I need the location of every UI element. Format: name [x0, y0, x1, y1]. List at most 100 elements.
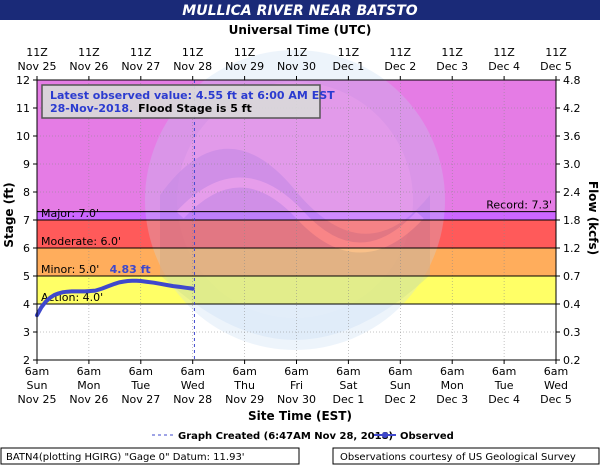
- peak-label: 4.83 ft: [110, 263, 151, 276]
- site-time-tick-hour: 6am: [129, 365, 153, 378]
- site-time-tick-date: Nov 25: [18, 393, 57, 406]
- site-time-tick-day: Tue: [494, 379, 514, 392]
- site-time-tick-date: Nov 30: [277, 393, 316, 406]
- site-time-tick-hour: 6am: [336, 365, 360, 378]
- chart-title: MULLICA RIVER NEAR BATSTO: [182, 3, 417, 19]
- latest-observation-prefix: Latest observed value:: [50, 89, 196, 102]
- flow-tick-label: 0.4: [563, 298, 581, 311]
- latest-observation-date: 28-Nov-2018.: [50, 102, 133, 115]
- site-time-tick-day: Sun: [390, 379, 411, 392]
- flow-axis-ticks: 0.2 0.3 0.4 0.7 1.2 1.8 2.4 3.0 3.6 4.2 4.8: [556, 74, 581, 367]
- stage-axis-title: Stage (ft): [2, 182, 16, 247]
- site-time-tick-hour: 6am: [492, 365, 516, 378]
- utc-tick-hour: 11Z: [286, 46, 308, 59]
- site-time-tick-day: Sat: [339, 379, 358, 392]
- site-time-tick-hour: 6am: [180, 365, 204, 378]
- site-time-tick-day: Sun: [27, 379, 48, 392]
- stage-tick-label: 8: [23, 186, 30, 199]
- stage-tick-label: 7: [23, 214, 30, 227]
- stage-tick-label: 10: [16, 130, 30, 143]
- title-bar: [0, 0, 600, 20]
- latest-observation-box: Latest observed value: 4.55 ft at 6:00 A…: [41, 84, 335, 119]
- utc-tick-date: Nov 30: [277, 60, 316, 73]
- site-time-tick-day: Thu: [233, 379, 255, 392]
- footer-credit: Observations courtesy of US Geological S…: [340, 452, 576, 463]
- record-label: Record: 7.3': [486, 199, 552, 212]
- utc-tick-date: Dec 2: [384, 60, 416, 73]
- site-time-tick-hour: 6am: [232, 365, 256, 378]
- flow-tick-label: 1.2: [563, 242, 581, 255]
- site-time-tick-hour: 6am: [284, 365, 308, 378]
- utc-tick-date: Dec 1: [333, 60, 365, 73]
- footer: BATN4(plotting HGIRG) "Gage 0" Datum: 11…: [0, 447, 600, 465]
- flood-category-lines: [37, 211, 556, 305]
- plot-frame: [36, 79, 557, 361]
- utc-tick-hour: 11Z: [234, 46, 256, 59]
- stage-tick-label: 5: [23, 270, 30, 283]
- utc-tick-hour: 11Z: [130, 46, 152, 59]
- observed-series: 4.83 ft: [35, 80, 195, 360]
- category-label-moderate: Moderate: 6.0': [41, 235, 121, 248]
- site-time-tick-hour: 6am: [77, 365, 101, 378]
- band-minor: [37, 248, 556, 276]
- latest-observation-value: 4.55 ft at 6:00 AM EST: [196, 89, 335, 102]
- site-time-tick-day: Wed: [181, 379, 205, 392]
- utc-tick-hour: 11Z: [338, 46, 360, 59]
- utc-tick-hour: 11Z: [78, 46, 100, 59]
- flow-tick-label: 1.8: [563, 214, 581, 227]
- flow-tick-label: 3.0: [563, 158, 581, 171]
- observed-legend-marker: [382, 432, 388, 438]
- utc-tick-date: Nov 28: [173, 60, 212, 73]
- stage-tick-label: 9: [23, 158, 30, 171]
- category-label-major: Major: 7.0': [41, 207, 99, 220]
- svg-text:28-Nov-2018.Flood Stage is 5 f: 28-Nov-2018. Flood Stage is 5 ft: [50, 102, 252, 115]
- stage-tick-label: 2: [23, 354, 30, 367]
- site-time-tick-day: Tue: [130, 379, 150, 392]
- site-time-tick-hour: 6am: [440, 365, 464, 378]
- site-time-tick-day: Mon: [77, 379, 100, 392]
- observed-legend-label: Observed: [400, 431, 454, 442]
- site-time-tick-date: Dec 2: [384, 393, 416, 406]
- flow-axis-title: Flow (kcfs): [586, 181, 600, 255]
- utc-tick-date: Nov 25: [18, 60, 57, 73]
- utc-tick-hour: 11Z: [493, 46, 515, 59]
- flow-tick-label: 3.6: [563, 130, 581, 143]
- graph-created-legend-label: Graph Created (6:47AM Nov 28, 2018): [178, 431, 393, 442]
- bottom-axis-title: Site Time (EST): [248, 409, 352, 423]
- flow-tick-label: 4.2: [563, 102, 581, 115]
- utc-tick-hour: 11Z: [545, 46, 567, 59]
- utc-tick-date: Nov 26: [69, 60, 108, 73]
- utc-tick-date: Dec 4: [488, 60, 520, 73]
- utc-tick-hour: 11Z: [390, 46, 412, 59]
- site-time-tick-date: Nov 28: [173, 393, 212, 406]
- footer-datum: BATN4(plotting HGIRG) "Gage 0" Datum: 11…: [6, 452, 245, 463]
- site-time-tick-day: Wed: [544, 379, 568, 392]
- flood-stage-note: Flood Stage is 5 ft: [138, 102, 252, 115]
- flow-tick-label: 0.3: [563, 326, 581, 339]
- top-axis-title: Universal Time (UTC): [229, 23, 372, 37]
- stage-axis-ticks: 2 3 4 5 6 7 8 9 10 11 12: [16, 74, 37, 367]
- flow-tick-label: 0.2: [563, 354, 581, 367]
- utc-tick-date: Dec 5: [540, 60, 572, 73]
- site-time-tick-date: Dec 4: [488, 393, 520, 406]
- noaa-watermark-icon: [145, 50, 445, 350]
- site-time-tick-day: Fri: [290, 379, 303, 392]
- site-time-tick-date: Nov 29: [225, 393, 264, 406]
- site-time-tick-date: Dec 5: [540, 393, 572, 406]
- svg-text:Latest observed value: 4.55 ft: Latest observed value: 4.55 ft at 6:00 A…: [50, 89, 335, 102]
- utc-tick-date: Dec 3: [436, 60, 468, 73]
- site-time-tick-date: Nov 26: [69, 393, 108, 406]
- stage-tick-label: 6: [23, 242, 30, 255]
- utc-tick-hour: 11Z: [441, 46, 463, 59]
- flow-tick-label: 2.4: [563, 186, 581, 199]
- site-time-tick-hour: 6am: [25, 365, 49, 378]
- observed-line: [35, 278, 195, 318]
- stage-tick-label: 12: [16, 74, 30, 87]
- stage-tick-label: 4: [23, 298, 30, 311]
- site-time-tick-date: Dec 3: [436, 393, 468, 406]
- utc-tick-date: Nov 29: [225, 60, 264, 73]
- site-time-tick-date: Nov 27: [121, 393, 160, 406]
- legend: Graph Created (6:47AM Nov 28, 2018) Obse…: [152, 431, 454, 442]
